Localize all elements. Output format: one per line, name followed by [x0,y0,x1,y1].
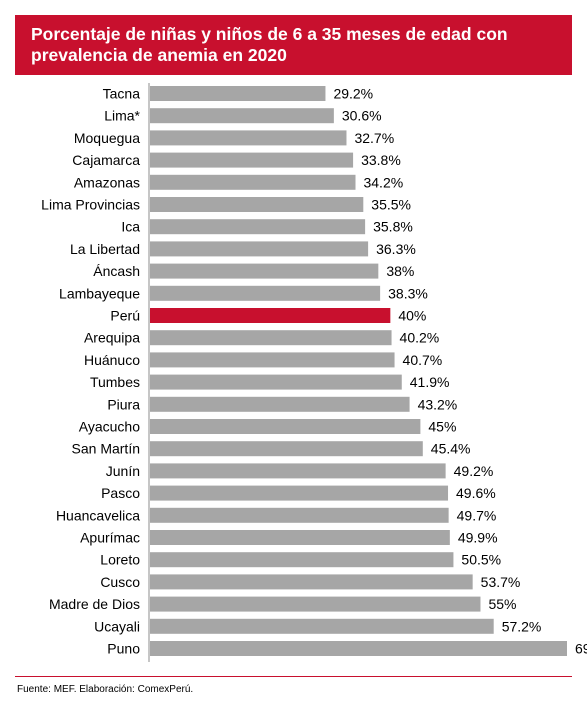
category-label: Madre de Dios [49,596,140,612]
category-label: Perú [110,308,140,324]
value-label: 49.6% [456,485,496,501]
value-label: 40.7% [403,352,443,368]
bar [150,507,449,523]
bar-chart: Tacna 29.2% Lima* 30.6% Moquegua 32.7% Cajamar… [41,83,587,662]
bar [150,463,446,479]
source-note: Fuente: MEF. Elaboración: ComexPerú. [17,684,194,695]
category-label: La Libertad [70,241,140,257]
bar [150,419,421,434]
value-label: 34.2% [363,174,403,190]
value-label: 45% [428,419,456,435]
value-label: 45.4% [431,441,471,457]
bar [150,441,423,457]
value-label: 50.5% [461,552,501,568]
chart-title-banner: Porcentaje de niñas y niños de 6 a 35 me… [15,15,572,75]
value-label: 49.9% [458,530,498,546]
value-label: 40.2% [400,330,440,346]
value-label: 38.3% [388,285,428,301]
bar [150,330,392,346]
value-label: 32.7% [354,130,394,146]
value-label: 53.7% [481,574,521,590]
value-label: 35.8% [373,219,413,235]
category-label: Tumbes [90,374,140,390]
value-label: 43.2% [418,396,458,412]
bar [150,596,481,612]
bar [150,174,356,190]
bar [150,152,354,168]
category-label: Lima* [104,108,140,124]
category-label: Arequipa [84,330,140,346]
value-label: 40% [398,308,426,324]
value-label: 38% [386,263,414,279]
bar [150,641,567,656]
bar [150,485,449,501]
category-label: Ayacucho [79,419,140,435]
value-label: 57.2% [502,618,542,634]
category-label: Ucayali [94,618,140,634]
bar [150,618,494,634]
category-label: Puno [107,641,140,657]
category-label: Piura [107,396,140,412]
bar [150,285,381,301]
footer-divider [15,676,572,677]
value-label: 49.7% [457,507,497,523]
category-label: Áncash [93,263,140,279]
bar [150,219,366,235]
category-label: Loreto [100,552,140,568]
category-label: Huancavelica [56,507,140,523]
category-label: Ica [121,219,140,235]
value-label: 49.2% [454,463,494,479]
bar [150,530,450,545]
value-label: 33.8% [361,152,401,168]
bar [150,574,473,590]
value-label: 69.4% [575,641,587,657]
value-label: 29.2% [333,86,373,102]
bar [150,396,410,412]
bar [150,197,364,212]
bar [150,241,369,257]
chart-title: Porcentaje de niñas y niños de 6 a 35 me… [31,24,508,65]
bar [150,108,334,124]
category-label: Lambayeque [59,285,140,301]
value-label: 36.3% [376,241,416,257]
bar [150,86,326,101]
category-label: Tacna [103,86,141,102]
category-label: Cusco [100,574,140,590]
category-label: Amazonas [74,174,140,190]
bars-group: Tacna 29.2% Lima* 30.6% Moquegua 32.7% Cajamar… [41,86,587,657]
bar [150,552,454,568]
category-label: Lima Provincias [41,197,140,213]
category-label: Apurímac [80,530,140,546]
value-label: 41.9% [410,374,450,390]
bar [150,374,402,390]
category-label: Moquegua [74,130,140,146]
bar-highlight [150,308,391,323]
bar [150,130,347,146]
value-label: 30.6% [342,108,382,124]
category-label: Cajamarca [72,152,140,168]
value-label: 35.5% [371,197,411,213]
category-label: Junín [106,463,140,479]
bar [150,263,379,279]
category-label: Pasco [101,485,140,501]
bar [150,352,395,368]
category-label: Huánuco [84,352,140,368]
category-label: San Martín [72,441,140,457]
value-label: 55% [488,596,516,612]
